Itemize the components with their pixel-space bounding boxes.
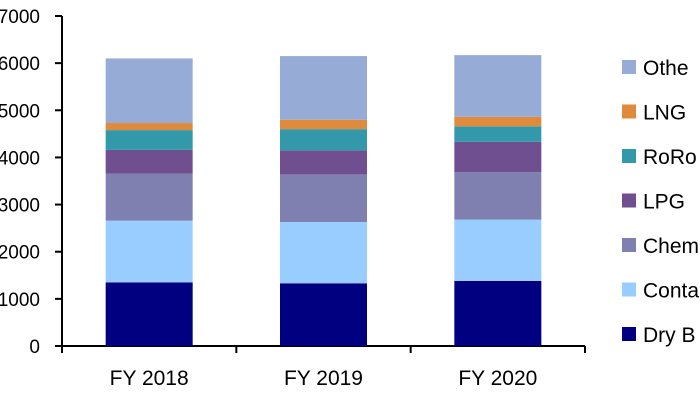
- y-tick-label: 1000: [0, 290, 40, 311]
- bar-segment: [454, 116, 542, 127]
- bars: [105, 55, 542, 346]
- x-category-label: FY 2020: [458, 367, 537, 390]
- bar-segment: [454, 172, 542, 220]
- x-category-label: FY 2019: [284, 367, 363, 390]
- bar-segment: [105, 282, 193, 346]
- legend-label: Othe: [643, 57, 689, 80]
- bar-segment: [105, 173, 193, 221]
- bar-segment: [454, 280, 542, 346]
- legend: Othe LNG RoRo LPG Chem Conta Dry B: [622, 57, 699, 347]
- legend-swatch: [622, 327, 636, 341]
- legend-swatch: [622, 60, 636, 74]
- y-tick-label: 0: [29, 337, 40, 358]
- y-tick-label: 2000: [0, 243, 40, 264]
- x-category-label: FY 2018: [110, 367, 189, 390]
- y-tick-label: 7000: [0, 7, 40, 28]
- legend-label: Conta: [643, 280, 699, 303]
- legend-swatch: [622, 104, 636, 119]
- bar-segment: [105, 220, 193, 283]
- y-axis: 0 1000 2000 3000 4000 5000 6000 7000: [0, 7, 63, 358]
- legend-label: RoRo: [643, 146, 697, 169]
- legend-swatch: [622, 238, 636, 252]
- legend-swatch: [622, 282, 636, 297]
- bar-segment: [454, 55, 542, 117]
- bar-segment: [280, 129, 367, 151]
- bar-segment: [280, 150, 367, 175]
- bar-segment: [280, 174, 367, 223]
- bar-segment: [280, 222, 367, 284]
- legend-label: Dry B: [643, 324, 696, 347]
- bar-segment: [280, 56, 367, 120]
- legend-label: Chem: [643, 235, 699, 258]
- bar-segment: [105, 130, 193, 150]
- legend-swatch: [622, 193, 636, 208]
- y-tick-label: 4000: [0, 148, 40, 169]
- bar-segment: [105, 149, 193, 174]
- y-tick-label: 5000: [0, 101, 40, 122]
- bar-segment: [280, 119, 367, 130]
- legend-label: LNG: [643, 102, 686, 125]
- bar-segment: [105, 123, 193, 131]
- y-tick-label: 6000: [0, 54, 40, 75]
- y-tick-label: 3000: [0, 196, 40, 217]
- legend-label: LPG: [643, 191, 685, 214]
- bar-segment: [454, 141, 542, 173]
- bar-segment: [105, 58, 193, 124]
- bar-segment: [454, 126, 542, 142]
- bar-segment: [280, 283, 367, 346]
- x-axis: FY 2018 FY 2019 FY 2020: [61, 345, 586, 390]
- bar-segment: [454, 219, 542, 281]
- legend-swatch: [622, 149, 636, 163]
